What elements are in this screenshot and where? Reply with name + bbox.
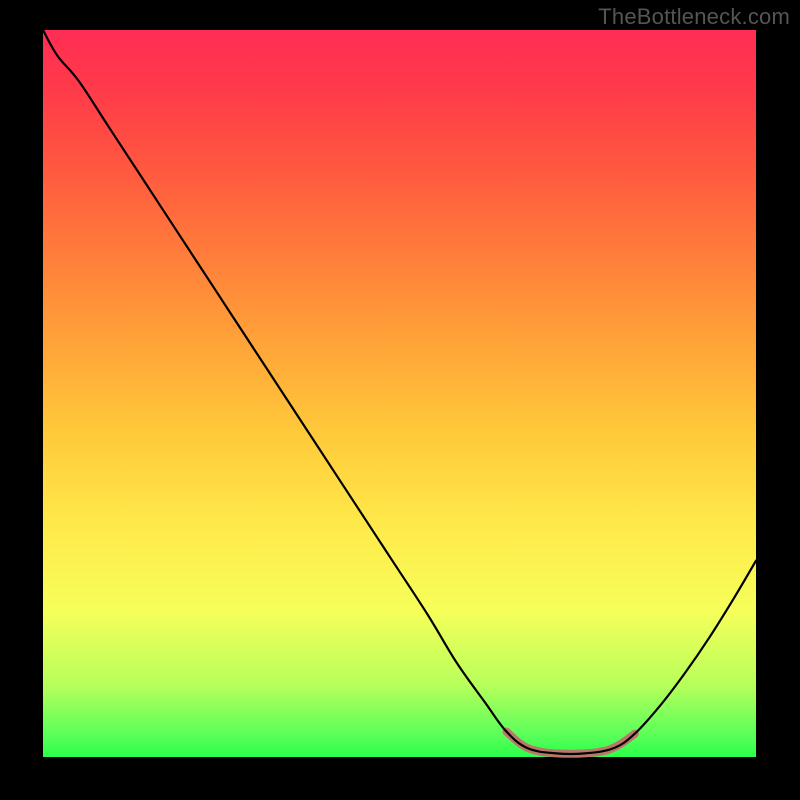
bottleneck-chart — [0, 0, 800, 800]
plot-area — [43, 30, 756, 757]
